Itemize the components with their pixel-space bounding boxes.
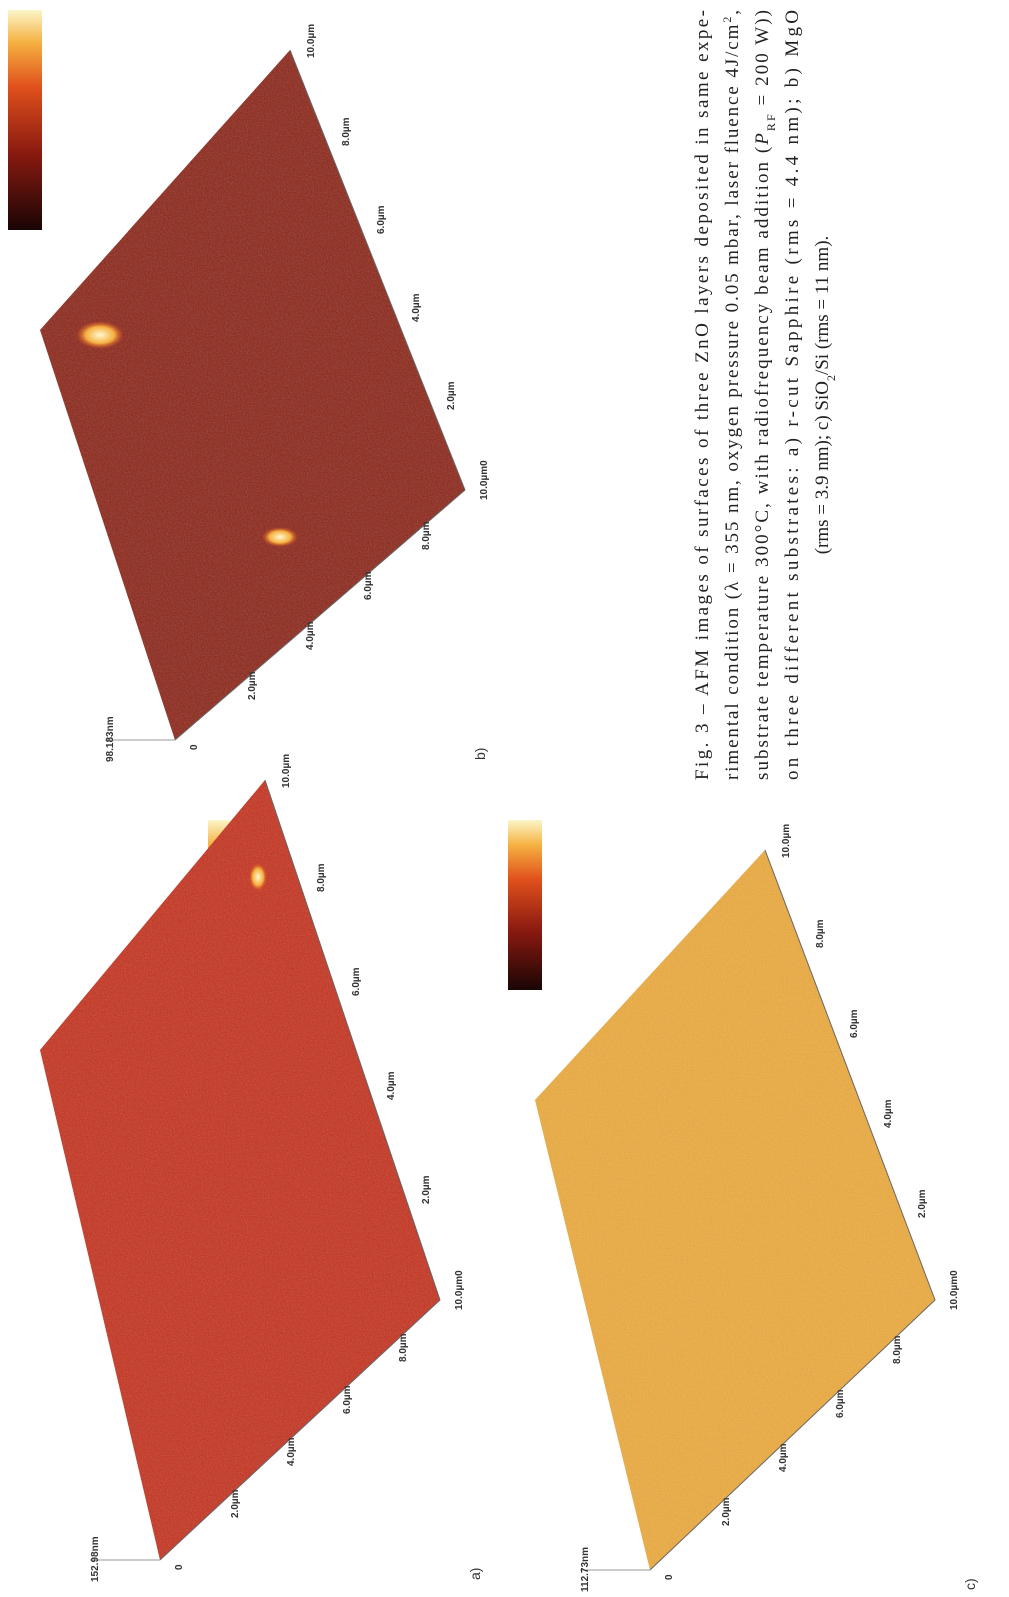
panel-label: a) — [467, 1568, 483, 1580]
surface-texture — [40, 50, 465, 740]
panel-label: c) — [962, 1578, 978, 1590]
caption-line: (rms = 3.9 nm); c) SiO2/Si (rms = 11 nm)… — [812, 236, 838, 555]
side-axis-label: 2.0µm — [446, 381, 457, 410]
side-axis-label: 8.0µm — [316, 863, 327, 892]
caption-text: rimental condition (λ = 355 nm, oxygen p… — [722, 24, 743, 780]
front-axis-label: 2.0µm — [721, 1497, 732, 1526]
front-axis-label: 4.0µm — [305, 621, 316, 650]
side-axis-label: 6.0µm — [376, 205, 387, 234]
surface-texture — [535, 850, 935, 1570]
height-label: 112.73nm — [580, 1547, 591, 1592]
side-axis-label: 2.0µm — [917, 1189, 928, 1218]
side-axis-label: 10.0µm — [281, 754, 292, 788]
front-axis-label: 0 — [174, 1564, 185, 1570]
caption-line: Fig. 3 – AFM images of surfaces of three… — [692, 10, 713, 780]
side-axis-label: 6.0µm — [849, 1009, 860, 1038]
caption-text: substrate temperature 300°C, with radiof… — [752, 147, 773, 780]
axis-line — [174, 49, 466, 741]
caption-text: (rms = 3.9 nm); c) SiO — [812, 381, 833, 554]
peak — [76, 321, 124, 349]
colorbar — [8, 10, 42, 230]
side-axis-label: 10.0µm — [306, 24, 317, 58]
front-axis-label: 10.0µm0 — [949, 1270, 960, 1310]
peak — [249, 863, 267, 891]
front-axis-label: 6.0µm — [363, 571, 374, 600]
side-axis-label: 10.0µm — [781, 824, 792, 858]
caption-sub: RF — [764, 114, 778, 131]
front-axis-label: 4.0µm — [286, 1437, 297, 1466]
front-axis-label: 10.0µm0 — [454, 1270, 465, 1310]
axis-line — [159, 779, 441, 1561]
rotated-figure: 152.98nm 02.0µm4.0µm6.0µm8.0µm10.0µm02.0µ… — [8, 10, 978, 1592]
axis-line — [649, 849, 936, 1571]
side-axis-label: 6.0µm — [351, 967, 362, 996]
caption-text: = 200 W)) — [752, 10, 773, 112]
caption-line: on three different substrates: a) r-cut … — [782, 10, 803, 780]
caption-text: /Si (rms = 11 nm). — [812, 236, 833, 375]
front-axis-label: 4.0µm — [778, 1443, 789, 1472]
front-axis-label: 2.0µm — [247, 671, 258, 700]
colorbar — [508, 820, 542, 990]
peak — [262, 527, 298, 547]
height-label: 152.98nm — [90, 1536, 101, 1582]
front-axis-label: 0 — [189, 744, 200, 750]
height-label: 98.183nm — [105, 716, 116, 762]
caption-italic: P — [752, 133, 773, 146]
caption-sub: 2 — [824, 375, 838, 381]
caption-line: substrate temperature 300°C, with radiof… — [752, 10, 778, 780]
side-axis-label: 4.0µm — [386, 1071, 397, 1100]
front-axis-label: 0 — [664, 1574, 675, 1580]
panel-label: b) — [472, 748, 488, 760]
caption-text: on three different substrates: a) r-cut … — [782, 10, 803, 780]
caption-sup: 2 — [720, 17, 734, 23]
side-axis-label: 8.0µm — [341, 117, 352, 146]
front-axis-label: 8.0µm — [398, 1333, 409, 1362]
caption-text: Fig. 3 – AFM images of surfaces of three… — [692, 10, 713, 780]
side-axis-label: 4.0µm — [883, 1099, 894, 1128]
front-axis-label: 8.0µm — [892, 1335, 903, 1364]
front-axis-label: 10.0µm0 — [479, 460, 490, 500]
side-axis-label: 4.0µm — [411, 293, 422, 322]
front-axis-label: 6.0µm — [342, 1385, 353, 1414]
surface-texture — [40, 780, 440, 1560]
front-axis-label: 6.0µm — [835, 1389, 846, 1418]
front-axis-label: 2.0µm — [230, 1489, 241, 1518]
caption-text: , — [722, 10, 743, 15]
caption-line: rimental condition (λ = 355 nm, oxygen p… — [720, 10, 743, 780]
side-axis-label: 2.0µm — [421, 1175, 432, 1204]
side-axis-label: 8.0µm — [815, 919, 826, 948]
front-axis-label: 8.0µm — [421, 521, 432, 550]
